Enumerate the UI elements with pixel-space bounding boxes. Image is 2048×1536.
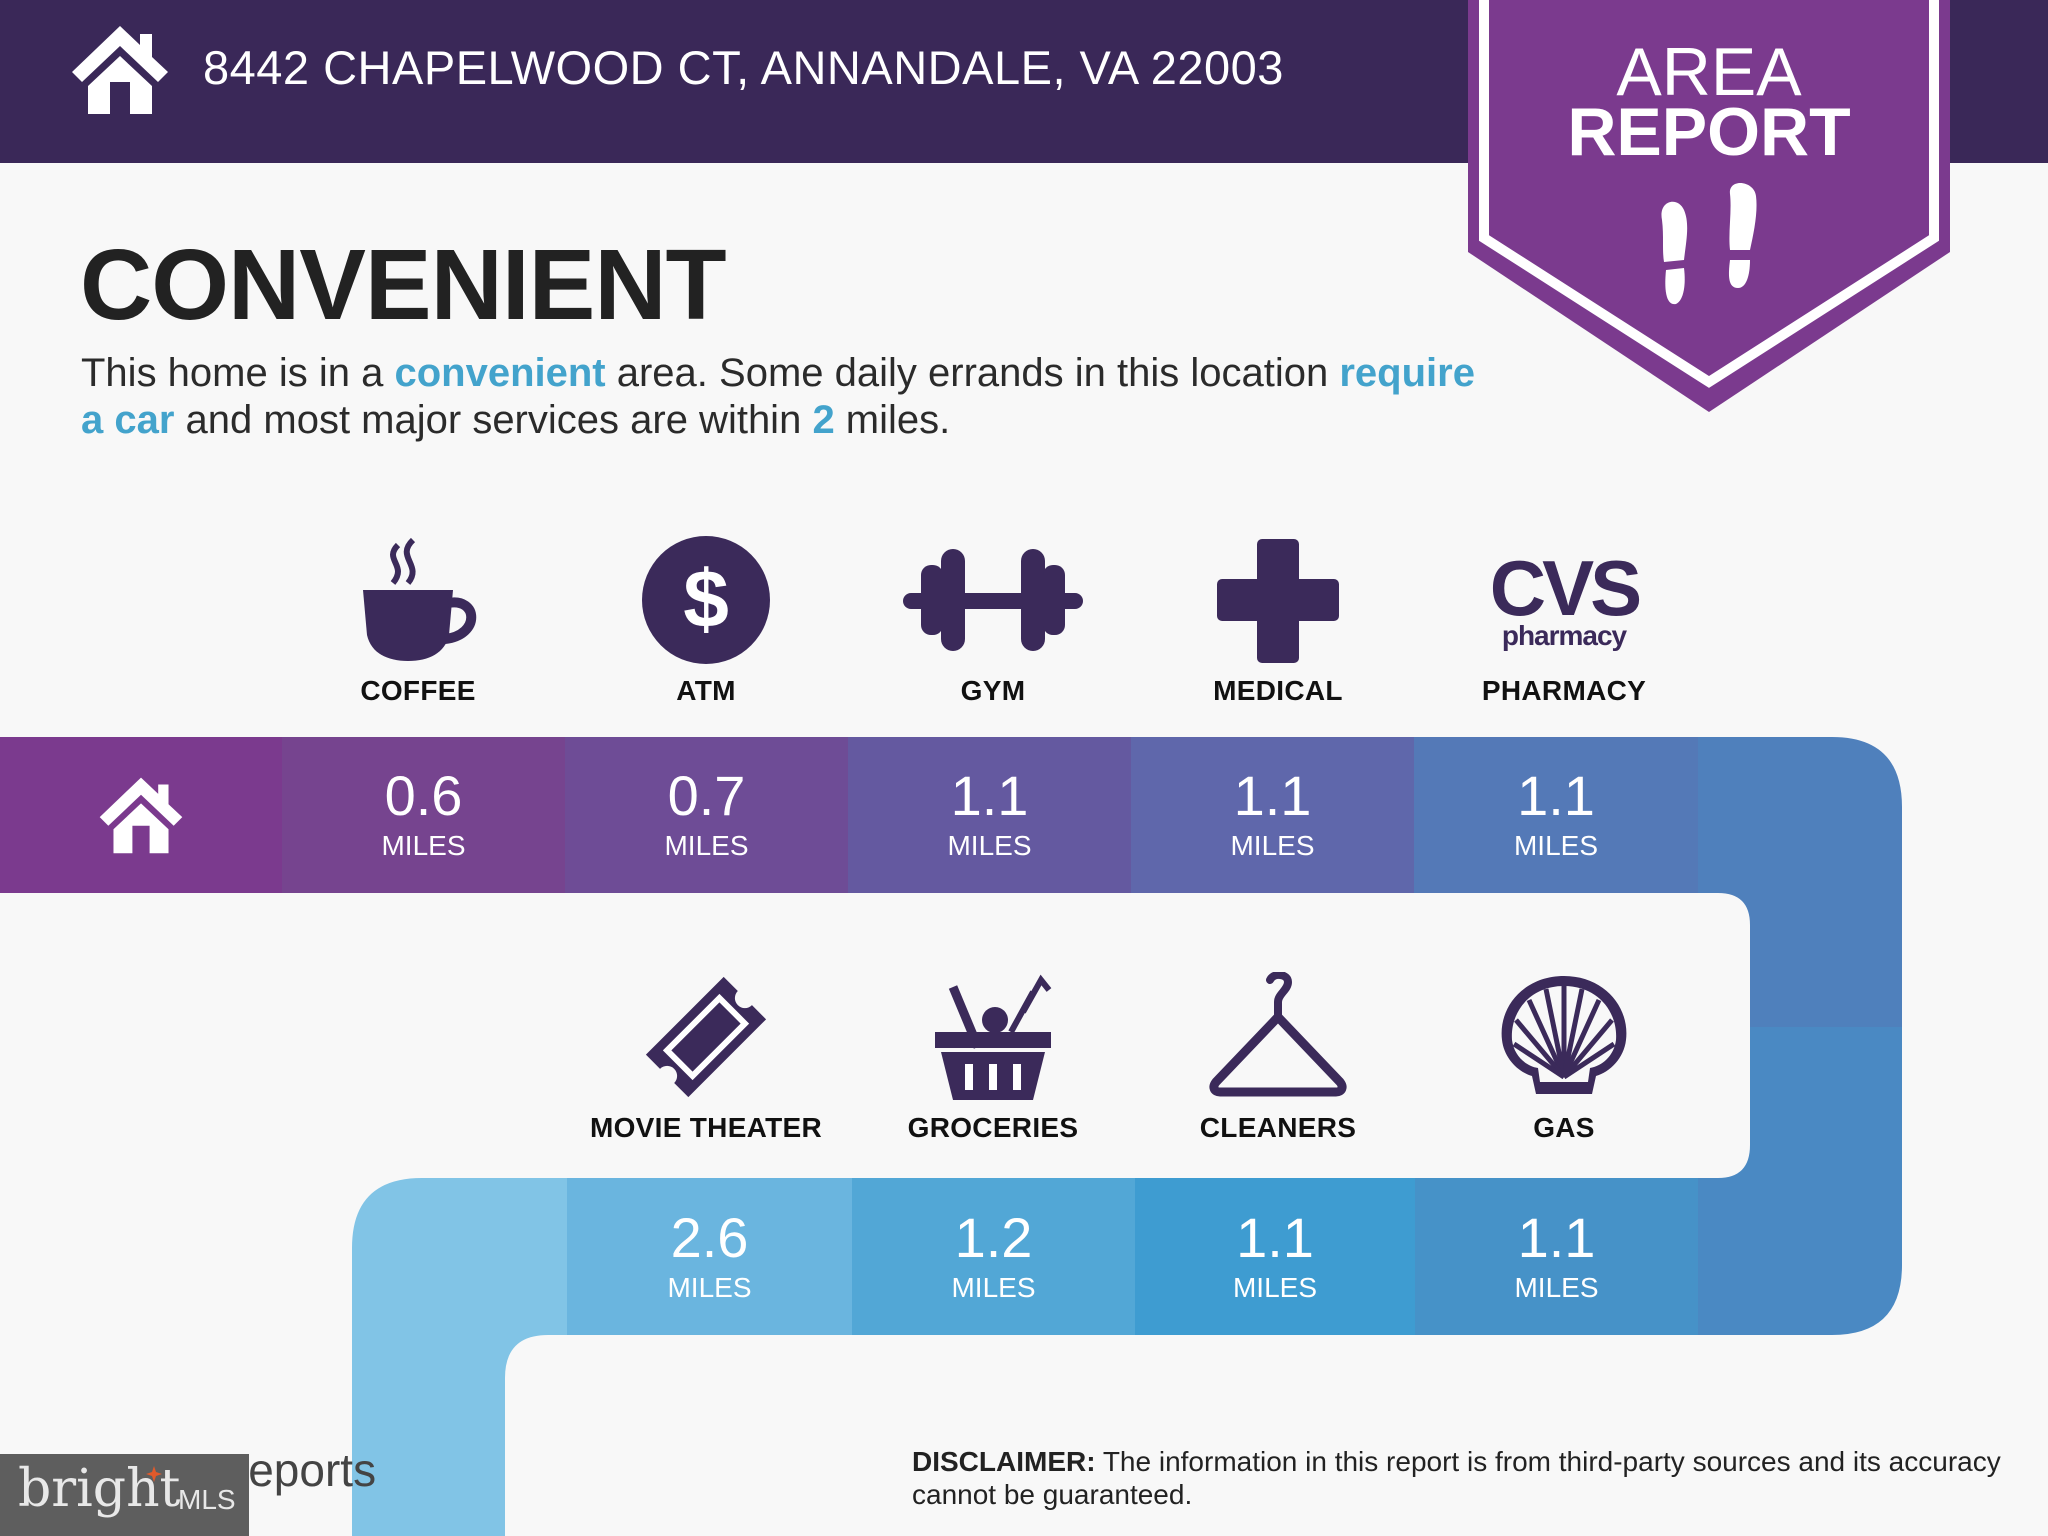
distance-cell-pharmacy: 1.1 MILES: [1414, 737, 1698, 893]
amenity-movie-theater: MOVIE THEATER: [576, 972, 836, 1144]
svg-text:$: $: [683, 554, 729, 645]
amenity-groceries: GROCERIES: [863, 972, 1123, 1144]
svg-text:CVS: CVS: [1490, 544, 1639, 632]
amenity-coffee: COFFEE: [288, 535, 548, 707]
amenity-cleaners: CLEANERS: [1148, 972, 1408, 1144]
svg-text:pharmacy: pharmacy: [1502, 620, 1628, 651]
amenity-pharmacy: CVS pharmacy PHARMACY: [1434, 535, 1694, 707]
coffee-cup-icon: [363, 537, 477, 661]
watermark-mls: MLS: [178, 1484, 236, 1515]
amenity-gym: GYM: [863, 535, 1123, 707]
dumbbell-icon: [903, 549, 1083, 651]
footprints-icon: [1661, 182, 1757, 305]
banner-line-2: REPORT: [1567, 94, 1851, 170]
highlight-require-car: require a car: [81, 351, 1475, 442]
amenity-label: PHARMACY: [1481, 675, 1647, 706]
home-icon: [72, 26, 168, 114]
home-cell: [0, 737, 282, 893]
amenity-label: COFFEE: [360, 675, 476, 706]
convenience-description: This home is in a convenient area. Some …: [81, 351, 1475, 442]
amenity-medical: MEDICAL: [1148, 535, 1408, 707]
shell-icon: [1501, 976, 1627, 1094]
amenity-label: MOVIE THEATER: [589, 1112, 823, 1143]
distance-cell-atm: 0.7 MILES: [565, 737, 848, 893]
property-address: 8442 CHAPELWOOD CT, ANNANDALE, VA 22003: [203, 41, 1284, 94]
amenity-label: MEDICAL: [1213, 675, 1343, 706]
path-connector-left: [352, 1178, 568, 1536]
amenity-gas: GAS: [1434, 972, 1694, 1144]
amenity-label: CLEANERS: [1199, 1112, 1357, 1143]
home-icon: [99, 777, 183, 854]
highlight-convenient: convenient: [394, 351, 606, 395]
amenity-atm: $ ATM: [576, 535, 836, 707]
distance-cell-coffee: 0.6 MILES: [282, 737, 565, 893]
grocery-basket-icon: [935, 974, 1052, 1100]
amenity-label: ATM: [676, 675, 736, 706]
distance-cell-cleaners: 1.1 MILES: [1135, 1178, 1415, 1335]
area-report-title: AREA REPORT: [1468, 34, 1950, 170]
hanger-icon: [1209, 972, 1347, 1097]
area-report-banner: [1468, 0, 1950, 412]
banner-line-1: AREA: [1616, 34, 1802, 110]
convenience-title: CONVENIENT: [80, 229, 727, 341]
bright-mls-watermark: bright MLS: [0, 1454, 249, 1536]
distance-cell-groceries: 1.2 MILES: [852, 1178, 1135, 1335]
path-connector-right: [1698, 737, 1902, 1335]
sparkle-icon: [146, 1466, 162, 1482]
disclaimer-text: The information in this report is from t…: [912, 1446, 2001, 1510]
highlight-miles: 2: [812, 398, 835, 442]
distance-cell-gym: 1.1 MILES: [848, 737, 1131, 893]
amenity-label: GYM: [960, 675, 1026, 706]
movie-ticket-icon: [645, 976, 767, 1098]
medical-cross-icon: [1217, 539, 1339, 663]
distance-cell-movie-theater: 2.6 MILES: [567, 1178, 852, 1335]
distance-cell-medical: 1.1 MILES: [1131, 737, 1414, 893]
cvs-pharmacy-logo: CVS pharmacy: [1490, 544, 1643, 651]
disclaimer-label: DISCLAIMER:: [912, 1446, 1096, 1477]
amenity-label: GROCERIES: [907, 1112, 1079, 1143]
distance-cell-gas: 1.1 MILES: [1415, 1178, 1698, 1335]
amenity-label: GAS: [1533, 1112, 1595, 1143]
disclaimer: DISCLAIMER: The information in this repo…: [912, 1445, 2012, 1511]
dollar-coin-icon: $: [642, 536, 770, 664]
